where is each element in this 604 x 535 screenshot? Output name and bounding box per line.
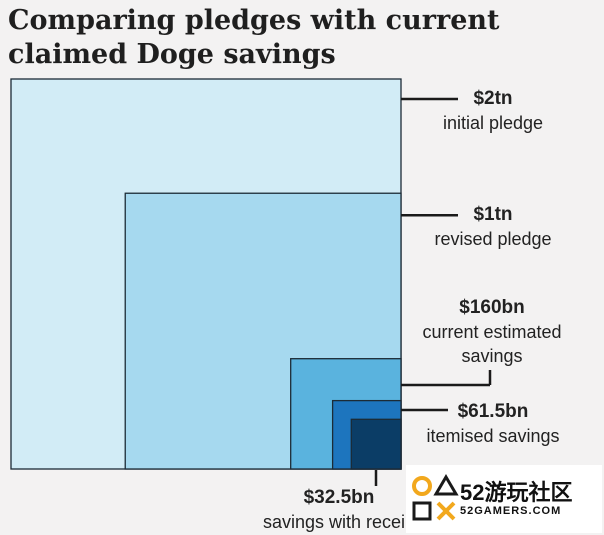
label-4: $32.5bn savings with receip bbox=[244, 486, 434, 534]
chart-title: Comparing pledges with current claimed D… bbox=[8, 5, 500, 70]
desc-label-4: savings with receip bbox=[262, 512, 416, 532]
value-label-2: $160bn bbox=[459, 297, 525, 318]
label-0: $2tn initial pledge bbox=[418, 87, 568, 135]
value-label-1: $1tn bbox=[473, 204, 513, 226]
label-2: $160bn current estimated savings bbox=[408, 296, 576, 368]
label-3: $61.5bn itemised savings bbox=[414, 400, 572, 448]
label-1: $1tn revised pledge bbox=[418, 203, 568, 251]
value-label-4: $32.5bn bbox=[303, 487, 375, 508]
gamepad-symbols-icon bbox=[412, 474, 459, 521]
watermark-site: 52GAMERS.COM bbox=[460, 505, 562, 517]
desc-label-1: revised pledge bbox=[434, 229, 552, 250]
desc-label-0: initial pledge bbox=[442, 113, 544, 133]
value-label-3: $61.5bn bbox=[457, 401, 529, 422]
desc-label-3: itemised savings bbox=[426, 426, 560, 446]
value-label-0: $2tn bbox=[473, 88, 513, 109]
watermark-logo: 52游玩社区 52GAMERS.COM bbox=[406, 465, 602, 533]
square-4 bbox=[350, 418, 402, 470]
watermark-brand: 52游玩社区 bbox=[460, 480, 573, 505]
desc-label-2: current estimated savings bbox=[422, 322, 562, 366]
